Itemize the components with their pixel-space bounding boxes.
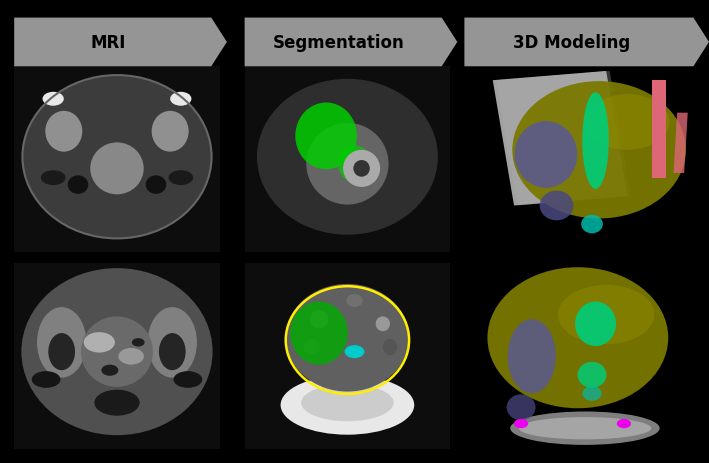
Ellipse shape <box>376 317 390 332</box>
Ellipse shape <box>286 284 409 392</box>
Text: MRI: MRI <box>90 34 125 52</box>
Circle shape <box>132 338 145 347</box>
Ellipse shape <box>383 339 397 356</box>
Ellipse shape <box>507 394 535 420</box>
Circle shape <box>101 365 118 376</box>
FancyBboxPatch shape <box>245 67 450 252</box>
Circle shape <box>170 93 191 106</box>
Ellipse shape <box>90 143 144 195</box>
Ellipse shape <box>346 294 363 307</box>
Ellipse shape <box>45 112 82 152</box>
FancyBboxPatch shape <box>245 264 450 449</box>
Circle shape <box>345 345 364 358</box>
Ellipse shape <box>540 191 574 221</box>
Ellipse shape <box>295 103 357 170</box>
Circle shape <box>84 332 115 353</box>
Ellipse shape <box>510 412 659 445</box>
Circle shape <box>43 93 64 106</box>
Ellipse shape <box>582 93 609 189</box>
Ellipse shape <box>23 76 211 239</box>
Ellipse shape <box>147 307 197 378</box>
Ellipse shape <box>81 317 153 387</box>
Polygon shape <box>245 19 457 67</box>
Ellipse shape <box>582 386 602 401</box>
Ellipse shape <box>146 176 166 194</box>
Ellipse shape <box>508 319 556 394</box>
Ellipse shape <box>174 371 202 388</box>
Ellipse shape <box>338 146 371 183</box>
Ellipse shape <box>290 302 348 365</box>
Ellipse shape <box>518 417 651 439</box>
Ellipse shape <box>169 171 193 186</box>
Polygon shape <box>674 113 688 174</box>
Ellipse shape <box>32 371 60 388</box>
Polygon shape <box>464 19 709 67</box>
Ellipse shape <box>353 161 370 177</box>
Text: Segmentation: Segmentation <box>272 34 404 52</box>
Ellipse shape <box>487 268 668 408</box>
Ellipse shape <box>281 375 414 435</box>
FancyBboxPatch shape <box>464 67 705 252</box>
Ellipse shape <box>152 112 189 152</box>
Ellipse shape <box>515 122 577 188</box>
Ellipse shape <box>578 362 606 388</box>
Ellipse shape <box>581 215 603 234</box>
Ellipse shape <box>310 310 328 329</box>
Ellipse shape <box>575 302 616 346</box>
Ellipse shape <box>586 95 669 150</box>
Ellipse shape <box>303 340 320 355</box>
Polygon shape <box>14 19 227 67</box>
Ellipse shape <box>257 80 438 235</box>
Ellipse shape <box>513 82 686 219</box>
Text: 3D Modeling: 3D Modeling <box>513 34 630 52</box>
Ellipse shape <box>21 269 213 435</box>
Circle shape <box>514 419 528 428</box>
FancyBboxPatch shape <box>14 67 220 252</box>
Polygon shape <box>493 72 627 206</box>
Ellipse shape <box>558 285 654 344</box>
Circle shape <box>617 419 631 428</box>
Circle shape <box>118 348 144 365</box>
Ellipse shape <box>159 333 186 370</box>
Ellipse shape <box>48 333 75 370</box>
Polygon shape <box>496 72 631 206</box>
Ellipse shape <box>94 390 140 416</box>
FancyBboxPatch shape <box>464 264 705 449</box>
Ellipse shape <box>301 384 393 421</box>
Ellipse shape <box>37 307 86 378</box>
Ellipse shape <box>67 176 88 194</box>
Ellipse shape <box>343 150 380 188</box>
FancyBboxPatch shape <box>14 264 220 449</box>
Polygon shape <box>652 81 666 178</box>
Ellipse shape <box>41 171 65 186</box>
Ellipse shape <box>306 124 389 205</box>
